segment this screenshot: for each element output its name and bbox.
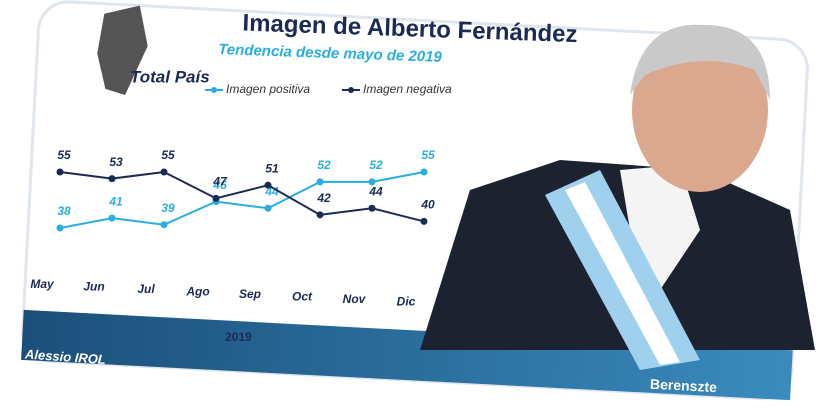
data-label: 41 [108, 194, 123, 208]
data-label: 52 [317, 158, 331, 172]
legend-swatch [348, 87, 354, 93]
data-label: 44 [368, 184, 383, 198]
x-tick-label: Jul [137, 282, 155, 296]
x-tick-label: Oct [292, 290, 313, 304]
data-label: 51 [265, 161, 279, 175]
legend-label: Imagen positiva [226, 82, 310, 96]
data-point [317, 211, 324, 218]
data-label: 42 [316, 191, 331, 205]
data-label: 38 [57, 204, 71, 218]
data-point [421, 218, 428, 225]
data-point [57, 169, 64, 176]
data-label: 40 [420, 198, 435, 212]
x-tick-label: Sep [239, 287, 261, 301]
x-tick-label: Dic [397, 295, 416, 309]
data-point [213, 195, 220, 202]
data-point [161, 221, 168, 228]
x-tick-label: Ago [185, 285, 209, 299]
data-point [421, 169, 428, 176]
data-label: 53 [109, 155, 123, 169]
x-tick-label: May [30, 277, 55, 291]
data-label: 39 [161, 201, 175, 215]
data-point [265, 182, 272, 189]
x-tick-label: Nov [343, 292, 367, 306]
data-label: 55 [57, 148, 71, 162]
slide: Imagen de Alberto Fernández Tendencia de… [0, 0, 819, 406]
data-point [161, 169, 168, 176]
data-label: 55 [161, 148, 175, 162]
x-tick-label: Jun [83, 280, 104, 294]
legend-label: Imagen negativa [363, 82, 452, 96]
data-point [369, 205, 376, 212]
data-point [317, 178, 324, 185]
scope-label: Total País [130, 67, 210, 86]
data-label: 52 [369, 158, 383, 172]
data-point [57, 225, 64, 232]
data-point [109, 175, 116, 182]
legend-swatch [211, 87, 217, 93]
data-point [109, 215, 116, 222]
data-point [265, 205, 272, 212]
data-label: 47 [212, 175, 228, 189]
data-label: 55 [421, 148, 435, 162]
x-axis-label: 2019 [225, 330, 252, 344]
